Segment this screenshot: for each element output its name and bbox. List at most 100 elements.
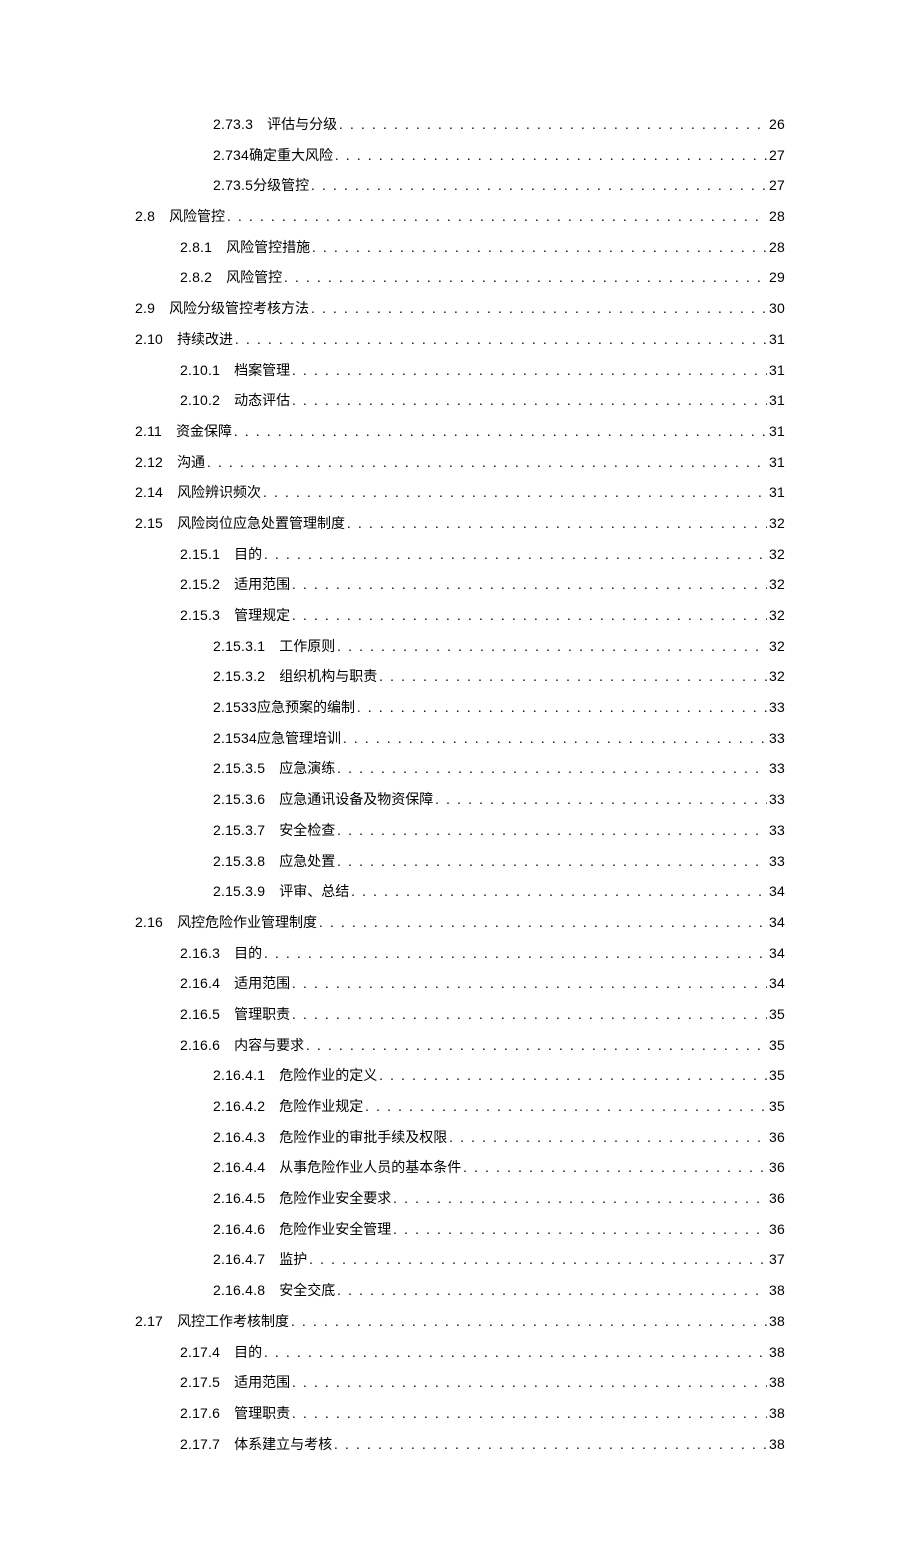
toc-entry: 2.9 风险分级管控考核方法 30: [135, 294, 785, 325]
toc-entry-title: 适用范围: [234, 971, 290, 1000]
toc-entry-title: 应急通讯设备及物资保障: [279, 787, 433, 816]
toc-entry: 2.15.3.1 工作原则 32: [135, 632, 785, 663]
toc-entry: 2.15.3 管理规定 32: [135, 601, 785, 632]
toc-page: 2.73.3 评估与分级 26 2.734 确定重大风险 27 2.73.5 分…: [0, 0, 920, 1560]
toc-entry-leader-dots: [393, 1186, 767, 1215]
toc-entry-number: 2.15.3.5: [213, 754, 265, 783]
toc-entry-page: 28: [769, 233, 785, 262]
toc-entry-page: 31: [769, 448, 785, 477]
toc-entry-number: 2.16.5: [180, 1000, 220, 1029]
toc-entry-gap: [220, 1033, 234, 1062]
toc-entry: 2.16.4.2 危险作业规定 35: [135, 1092, 785, 1123]
toc-entry-leader-dots: [351, 879, 767, 908]
toc-entry-title: 危险作业安全管理: [279, 1217, 391, 1246]
toc-entry-title: 体系建立与考核: [234, 1432, 332, 1461]
toc-entry-number: 2.15.3: [180, 601, 220, 630]
toc-entry-page: 33: [769, 724, 785, 753]
toc-entry-gap: [212, 265, 226, 294]
toc-entry-leader-dots: [393, 1217, 767, 1246]
toc-entry-page: 38: [769, 1430, 785, 1459]
toc-entry: 2.16.5 管理职责 35: [135, 1000, 785, 1031]
toc-entry-title: 持续改进: [177, 327, 233, 356]
toc-entry-number: 2.8: [135, 202, 155, 231]
toc-entry-leader-dots: [234, 419, 767, 448]
toc-entry-page: 27: [769, 171, 785, 200]
toc-entry-gap: [265, 756, 279, 785]
toc-entry-title: 风险辨识频次: [177, 480, 261, 509]
toc-entry-page: 35: [769, 1092, 785, 1121]
toc-entry-number: 2.15.1: [180, 540, 220, 569]
toc-entry-number: 2.1533: [213, 693, 257, 722]
toc-entry: 2.12 沟通 31: [135, 448, 785, 479]
toc-entry: 2.1533 应急预案的编制 33: [135, 693, 785, 724]
toc-entry-leader-dots: [337, 756, 767, 785]
toc-entry: 2.15.3.7 安全检查 33: [135, 816, 785, 847]
toc-entry-page: 38: [769, 1399, 785, 1428]
toc-entry-number: 2.15.2: [180, 570, 220, 599]
toc-entry-leader-dots: [292, 603, 767, 632]
toc-entry: 2.16.3 目的 34: [135, 939, 785, 970]
toc-entry: 2.15 风险岗位应急处置管理制度 32: [135, 509, 785, 540]
toc-entry-title: 从事危险作业人员的基本条件: [279, 1155, 461, 1184]
toc-entry-number: 2.17.4: [180, 1338, 220, 1367]
toc-entry-title: 目的: [234, 941, 262, 970]
toc-entry-page: 38: [769, 1368, 785, 1397]
toc-entry-number: 2.73.5: [213, 171, 253, 200]
toc-entry-gap: [265, 787, 279, 816]
toc-entry: 2.15.2 适用范围 32: [135, 570, 785, 601]
toc-entry-gap: [212, 235, 226, 264]
toc-entry-title: 风控危险作业管理制度: [177, 910, 317, 939]
toc-entry: 2.16.4.1 危险作业的定义 35: [135, 1061, 785, 1092]
toc-entry-leader-dots: [292, 358, 767, 387]
toc-entry-page: 28: [769, 202, 785, 231]
toc-entry-number: 2.1534: [213, 724, 257, 753]
toc-entry-leader-dots: [292, 1401, 767, 1430]
toc-entry: 2.16 风控危险作业管理制度 34: [135, 908, 785, 939]
toc-entry-gap: [162, 419, 176, 448]
toc-entry-page: 33: [769, 754, 785, 783]
toc-entry-number: 2.16.6: [180, 1031, 220, 1060]
toc-entry-gap: [220, 971, 234, 1000]
toc-entry-leader-dots: [311, 173, 767, 202]
toc-entry: 2.17.7 体系建立与考核 38: [135, 1430, 785, 1461]
toc-entry-gap: [163, 450, 177, 479]
toc-entry-page: 29: [769, 263, 785, 292]
toc-entry-title: 管理职责: [234, 1002, 290, 1031]
toc-entry-number: 2.17.7: [180, 1430, 220, 1459]
toc-entry-page: 38: [769, 1338, 785, 1367]
toc-entry-page: 36: [769, 1215, 785, 1244]
toc-entry-number: 2.16.4.7: [213, 1245, 265, 1274]
toc-entry-leader-dots: [379, 664, 767, 693]
toc-entry-leader-dots: [463, 1155, 767, 1184]
toc-entry-gap: [265, 634, 279, 663]
toc-entry-gap: [220, 1370, 234, 1399]
toc-entry: 2.15.3.2 组织机构与职责 32: [135, 662, 785, 693]
toc-entry-number: 2.17: [135, 1307, 163, 1336]
toc-entry-leader-dots: [379, 1063, 767, 1092]
toc-entry-gap: [155, 296, 169, 325]
toc-entry-number: 2.14: [135, 478, 163, 507]
toc-entry-leader-dots: [292, 1002, 767, 1031]
toc-entry-page: 35: [769, 1061, 785, 1090]
table-of-contents: 2.73.3 评估与分级 26 2.734 确定重大风险 27 2.73.5 分…: [135, 110, 785, 1460]
toc-entry-gap: [265, 1217, 279, 1246]
toc-entry-leader-dots: [309, 1247, 767, 1276]
toc-entry-gap: [265, 1125, 279, 1154]
toc-entry-title: 适用范围: [234, 1370, 290, 1399]
toc-entry-title: 管理规定: [234, 603, 290, 632]
toc-entry: 2.73.3 评估与分级 26: [135, 110, 785, 141]
toc-entry-number: 2.10.1: [180, 356, 220, 385]
toc-entry-title: 监护: [279, 1247, 307, 1276]
toc-entry-title: 目的: [234, 1340, 262, 1369]
toc-entry-gap: [265, 1094, 279, 1123]
toc-entry: 2.16.4.4 从事危险作业人员的基本条件 36: [135, 1153, 785, 1184]
toc-entry-title: 风控工作考核制度: [177, 1309, 289, 1338]
toc-entry-number: 2.10: [135, 325, 163, 354]
toc-entry-number: 2.15.3.6: [213, 785, 265, 814]
toc-entry-page: 33: [769, 693, 785, 722]
toc-entry-gap: [220, 1432, 234, 1461]
toc-entry-number: 2.16.4.6: [213, 1215, 265, 1244]
toc-entry-gap: [253, 112, 267, 141]
toc-entry-title: 危险作业安全要求: [279, 1186, 391, 1215]
toc-entry-leader-dots: [264, 1340, 767, 1369]
